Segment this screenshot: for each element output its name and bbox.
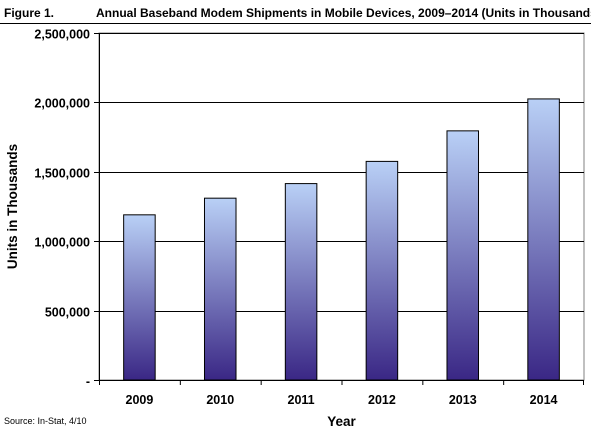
- y-tick-label: 2,500,000: [34, 28, 90, 42]
- x-tick-label: 2013: [449, 393, 477, 407]
- bar-2013: [446, 130, 480, 381]
- x-tick-label: 2012: [368, 393, 396, 407]
- y-tick-label: 2,000,000: [34, 97, 90, 111]
- y-tick-label: 1,000,000: [34, 236, 90, 250]
- x-tick-label: 2014: [530, 393, 558, 407]
- x-tick-label: 2011: [288, 393, 315, 407]
- bar-2011: [284, 183, 318, 381]
- y-tick-label: -: [86, 375, 90, 389]
- plot-frame: [98, 32, 585, 381]
- bar-2009: [123, 214, 156, 381]
- x-tick-label: 2009: [126, 393, 154, 407]
- title-divider: [0, 23, 591, 24]
- y-axis-title: Units in Thousands: [5, 144, 20, 269]
- y-tick-label: 500,000: [45, 306, 90, 320]
- bar-2012: [365, 160, 399, 381]
- source-note: Source: In-Stat, 4/10: [4, 416, 87, 426]
- figure-number: Figure 1.: [4, 6, 55, 20]
- figure-title-row: Figure 1. Annual Baseband Modem Shipment…: [0, 0, 591, 26]
- x-axis-title: Year: [327, 414, 356, 429]
- figure-title: Annual Baseband Modem Shipments in Mobil…: [96, 6, 591, 20]
- y-tick-label: 1,500,000: [34, 167, 90, 181]
- bar-2010: [203, 197, 237, 381]
- x-tick-label: 2010: [206, 393, 234, 407]
- bar-2014: [527, 98, 560, 381]
